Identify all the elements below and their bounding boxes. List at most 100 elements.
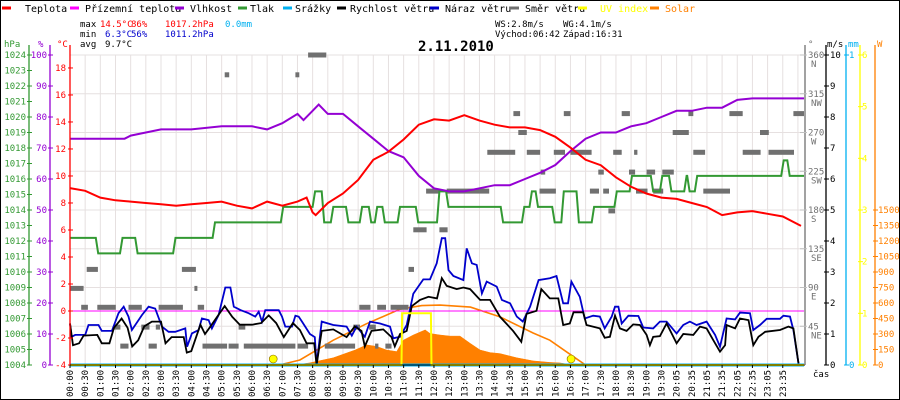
wind-tick-label: 2 [830,299,835,309]
wind-direction-mark [408,266,414,272]
humidity-unit-label: % [38,40,44,50]
wind-direction-mark [141,324,150,330]
solar-tick-label: 1500 [878,206,900,216]
wind-gust-line [69,237,800,366]
wind-direction-mark [553,149,565,155]
wind-direction-mark [570,149,592,155]
solar-tick-label: 300 [878,330,894,340]
humidity-line [70,97,804,193]
wind-direction-mark [608,208,616,214]
wind-tick-label: 9 [830,82,835,92]
max-temp: 14.5°C [100,20,133,30]
humidity-tick-label: 30 [36,268,47,278]
x-tick-label: 23:35 [779,370,789,397]
wind-direction-mark [390,304,409,310]
solar-tick-label: 150 [878,346,894,356]
wind-tick-label: 4 [830,237,835,247]
x-tick-label: 18:30 [627,370,637,397]
temperature-tick-label: 4 [61,253,66,263]
x-tick-label: 10:00 [369,370,379,397]
direction-unit-label: ° [808,40,813,50]
legend-item: Teplota [2,4,67,15]
wind-direction-mark [181,266,196,272]
temperature-tick-label: 0 [61,307,66,317]
solar-theoretical-line [279,304,587,366]
wind-direction-mark [629,169,636,175]
max-rain: 0.0mm [225,20,252,30]
wind-direction-mark [243,343,296,349]
x-tick-label: 03:00 [157,370,167,397]
x-tick-label: 16:30 [566,370,576,397]
direction-tick-label: 270 [808,129,824,139]
direction-tick-label: 315 [808,90,824,100]
x-tick-label: 09:30 [354,370,364,397]
temperature-line [69,114,802,227]
temperature-tick-label: -4 [55,361,66,371]
pressure-tick-label: 1013 [4,222,26,232]
x-tick-label: 14:00 [491,370,501,397]
x-tick-label: 17:00 [582,370,592,397]
max-label: max [80,20,97,30]
wind-direction-mark [693,149,706,155]
wind-direction-mark [703,188,730,194]
x-tick-label: 01:00 [96,370,106,397]
wind-direction-mark [768,149,794,155]
pressure-tick-label: 1007 [4,315,26,325]
wind-unit-label: m/s [827,40,843,50]
wind-direction-mark [120,343,129,349]
chart-title: 2.11.2010 [418,39,494,55]
legend-label: Solar [665,4,695,15]
temperature-tick-label: 14 [55,118,66,128]
x-tick-label: 20:05 [673,370,683,397]
pressure-tick-label: 1012 [4,237,26,247]
uv-tick-label: 6 [862,51,867,61]
x-tick-label: 07:00 [278,370,288,397]
legend-item: Náraz větru [430,3,511,15]
legend-label: Srážky [295,3,331,15]
direction-tick-label: 90 [808,284,819,294]
wind-direction-mark [439,227,448,233]
min-label: min [80,30,96,40]
x-tick-label: 08:30 [324,370,334,397]
pressure-tick-label: 1024 [4,51,26,61]
x-tick-label: 08:00 [309,370,319,397]
wind-speed-max: WS:2.8m/s [495,20,544,30]
direction-compass-label: W [811,138,817,148]
legend-item: Srážky [283,3,331,15]
humidity-tick-label: 40 [36,237,47,247]
humidity-tick-label: 10 [36,330,47,340]
humidity-tick-label: 0 [42,361,47,371]
wind-direction-mark [194,285,198,291]
x-tick-label: 02:00 [127,370,137,397]
uv-tick-label: 0 [862,361,867,371]
wind-direction-mark [295,72,300,78]
uv-tick-label: 4 [862,154,867,164]
sunset-time: Západ:16:31 [563,30,623,40]
x-tick-label: 01:30 [111,370,121,397]
temperature-tick-label: 16 [55,91,66,101]
wind-direction-mark [81,304,88,310]
x-tick-label: 20:35 [688,370,698,397]
solar-tick-label: 600 [878,299,894,309]
x-tick-label: 13:30 [475,370,485,397]
pressure-tick-label: 1017 [4,160,26,170]
wind-direction-mark [86,266,98,272]
legend-label: Směr větru [525,3,585,15]
x-tick-label: 10:30 [384,370,394,397]
humidity-tick-label: 90 [36,82,47,92]
wind-direction-mark [742,149,761,155]
wind-direction-mark [518,130,527,135]
stats-block: max 14.5°C 86% 1017.2hPa 0.0mm min 6.3°C… [80,20,623,50]
pressure-tick-label: 1020 [4,113,26,123]
x-tick-label: 15:00 [521,370,531,397]
wind-direction-mark [603,188,609,194]
wind-speed-line [69,275,800,366]
pressure-line [70,159,804,255]
pressure-tick-label: 1010 [4,268,26,278]
wind-tick-label: 3 [830,268,835,278]
x-tick-label: 09:00 [339,370,349,397]
solar-tick-label: 750 [878,284,894,294]
solar-tick-label: 1350 [878,222,900,232]
uv-tick-label: 3 [862,206,867,216]
